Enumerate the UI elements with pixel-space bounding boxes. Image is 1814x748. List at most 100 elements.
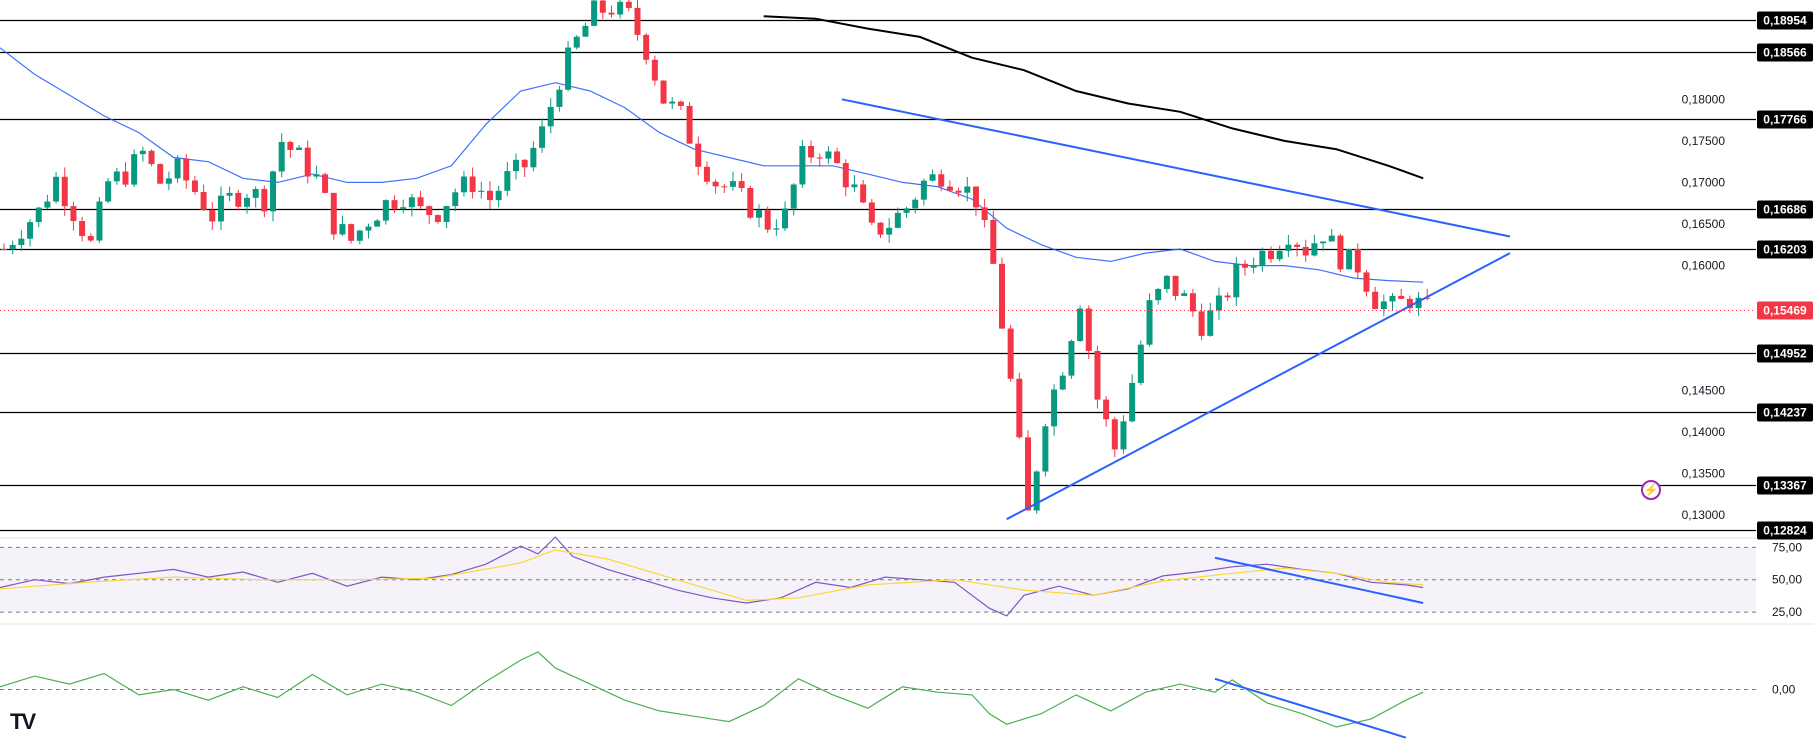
candle-body xyxy=(226,192,233,196)
candle-body xyxy=(712,181,719,187)
candle-body xyxy=(764,210,771,230)
level-tag-label: 0,18566 xyxy=(1763,46,1807,60)
candle-body xyxy=(1051,389,1058,427)
rsi-axis-tick: 75,00 xyxy=(1772,540,1802,554)
candle-body xyxy=(1302,246,1309,256)
candle-body xyxy=(617,1,624,15)
candle-body xyxy=(113,171,120,182)
candle-body xyxy=(374,220,381,227)
candle-body xyxy=(608,12,615,15)
flash-icon[interactable]: ⚡ xyxy=(1641,480,1661,500)
candle-body xyxy=(955,190,962,193)
candle-body xyxy=(217,195,224,222)
candle-body xyxy=(1189,293,1196,312)
candle-body xyxy=(1068,340,1075,376)
candle-body xyxy=(27,222,34,239)
candle-body xyxy=(513,159,520,172)
rsi-line xyxy=(0,536,1424,617)
candle-body xyxy=(131,154,138,185)
candle-body xyxy=(79,221,86,236)
level-tag-label: 0,17766 xyxy=(1763,113,1807,127)
candle-body xyxy=(200,191,207,210)
candle-body xyxy=(946,186,953,191)
level-tag xyxy=(1757,240,1813,259)
candle-body xyxy=(1285,244,1292,251)
candle-body xyxy=(1085,308,1092,351)
candle-body xyxy=(122,171,129,185)
candle-body xyxy=(417,197,424,207)
price-axis-tick: 0,18000 xyxy=(1682,92,1726,106)
candle-body xyxy=(270,171,277,212)
candle-body xyxy=(1294,244,1301,247)
candle-body xyxy=(1111,419,1118,450)
candle-body xyxy=(1181,293,1188,296)
candle-body xyxy=(61,176,68,207)
candle-body xyxy=(651,59,658,81)
level-tag xyxy=(1757,476,1813,495)
trendline-descending-resistance xyxy=(841,98,1511,238)
candle-body xyxy=(183,158,190,181)
ma-fast-line xyxy=(0,47,1424,283)
candle-body xyxy=(400,207,407,209)
candle-body xyxy=(972,186,979,208)
candle-body xyxy=(278,141,285,172)
last-price-tag xyxy=(1757,301,1813,320)
candle-body xyxy=(1415,297,1422,309)
rsi-axis-tick: 50,00 xyxy=(1772,573,1802,587)
candle-body xyxy=(330,192,337,235)
candle-body xyxy=(860,184,867,203)
level-tag-label: 0,13367 xyxy=(1763,479,1807,493)
candle-body xyxy=(868,202,875,223)
candle-body xyxy=(591,0,598,26)
level-tag xyxy=(1757,403,1813,422)
candle-body xyxy=(1198,311,1205,336)
candle-body xyxy=(495,190,502,201)
candle-body xyxy=(35,207,42,223)
candle-body xyxy=(1276,250,1283,260)
candle-body xyxy=(1241,263,1248,268)
candle-body xyxy=(1042,426,1049,472)
candle-body xyxy=(903,208,910,213)
candle-body xyxy=(1033,471,1040,511)
candle-body xyxy=(799,145,806,185)
candle-body xyxy=(929,174,936,181)
candle-body xyxy=(348,224,355,241)
candle-body xyxy=(990,219,997,264)
candle-body xyxy=(1424,297,1431,299)
candle-body xyxy=(443,206,450,222)
candle-body xyxy=(252,189,259,198)
candle-body xyxy=(816,157,823,159)
candle-body xyxy=(391,200,398,209)
candle-body xyxy=(261,189,268,212)
candle-body xyxy=(747,187,754,218)
candle-body xyxy=(1406,298,1413,309)
candle-body xyxy=(886,227,893,235)
price-axis-tick: 0,14500 xyxy=(1682,383,1726,397)
price-axis-tick: 0,13500 xyxy=(1682,466,1726,480)
candle-body xyxy=(243,197,250,207)
candle-body xyxy=(304,147,311,177)
level-tag-label: 0,16686 xyxy=(1763,203,1807,217)
candle-body xyxy=(834,151,841,164)
candle-body xyxy=(721,186,728,188)
candle-body xyxy=(1354,249,1361,273)
candle-body xyxy=(1250,265,1257,268)
last-price-label: 0,15469 xyxy=(1763,304,1807,318)
candle-body xyxy=(573,36,580,48)
price-axis-tick: 0,14000 xyxy=(1682,425,1726,439)
level-tag-label: 0,14237 xyxy=(1763,406,1807,420)
candle-body xyxy=(70,206,77,222)
tradingview-logo: TV xyxy=(10,709,36,734)
candle-body xyxy=(486,190,493,201)
price-axis-tick: 0,17500 xyxy=(1682,134,1726,148)
candle-body xyxy=(1380,301,1387,310)
candle-body xyxy=(964,186,971,193)
candle-body xyxy=(808,145,815,158)
candle-body xyxy=(9,244,16,250)
rsi-trendline xyxy=(1214,556,1424,604)
candle-body xyxy=(703,166,710,182)
candle-body xyxy=(877,222,884,235)
candle-body xyxy=(382,200,389,221)
